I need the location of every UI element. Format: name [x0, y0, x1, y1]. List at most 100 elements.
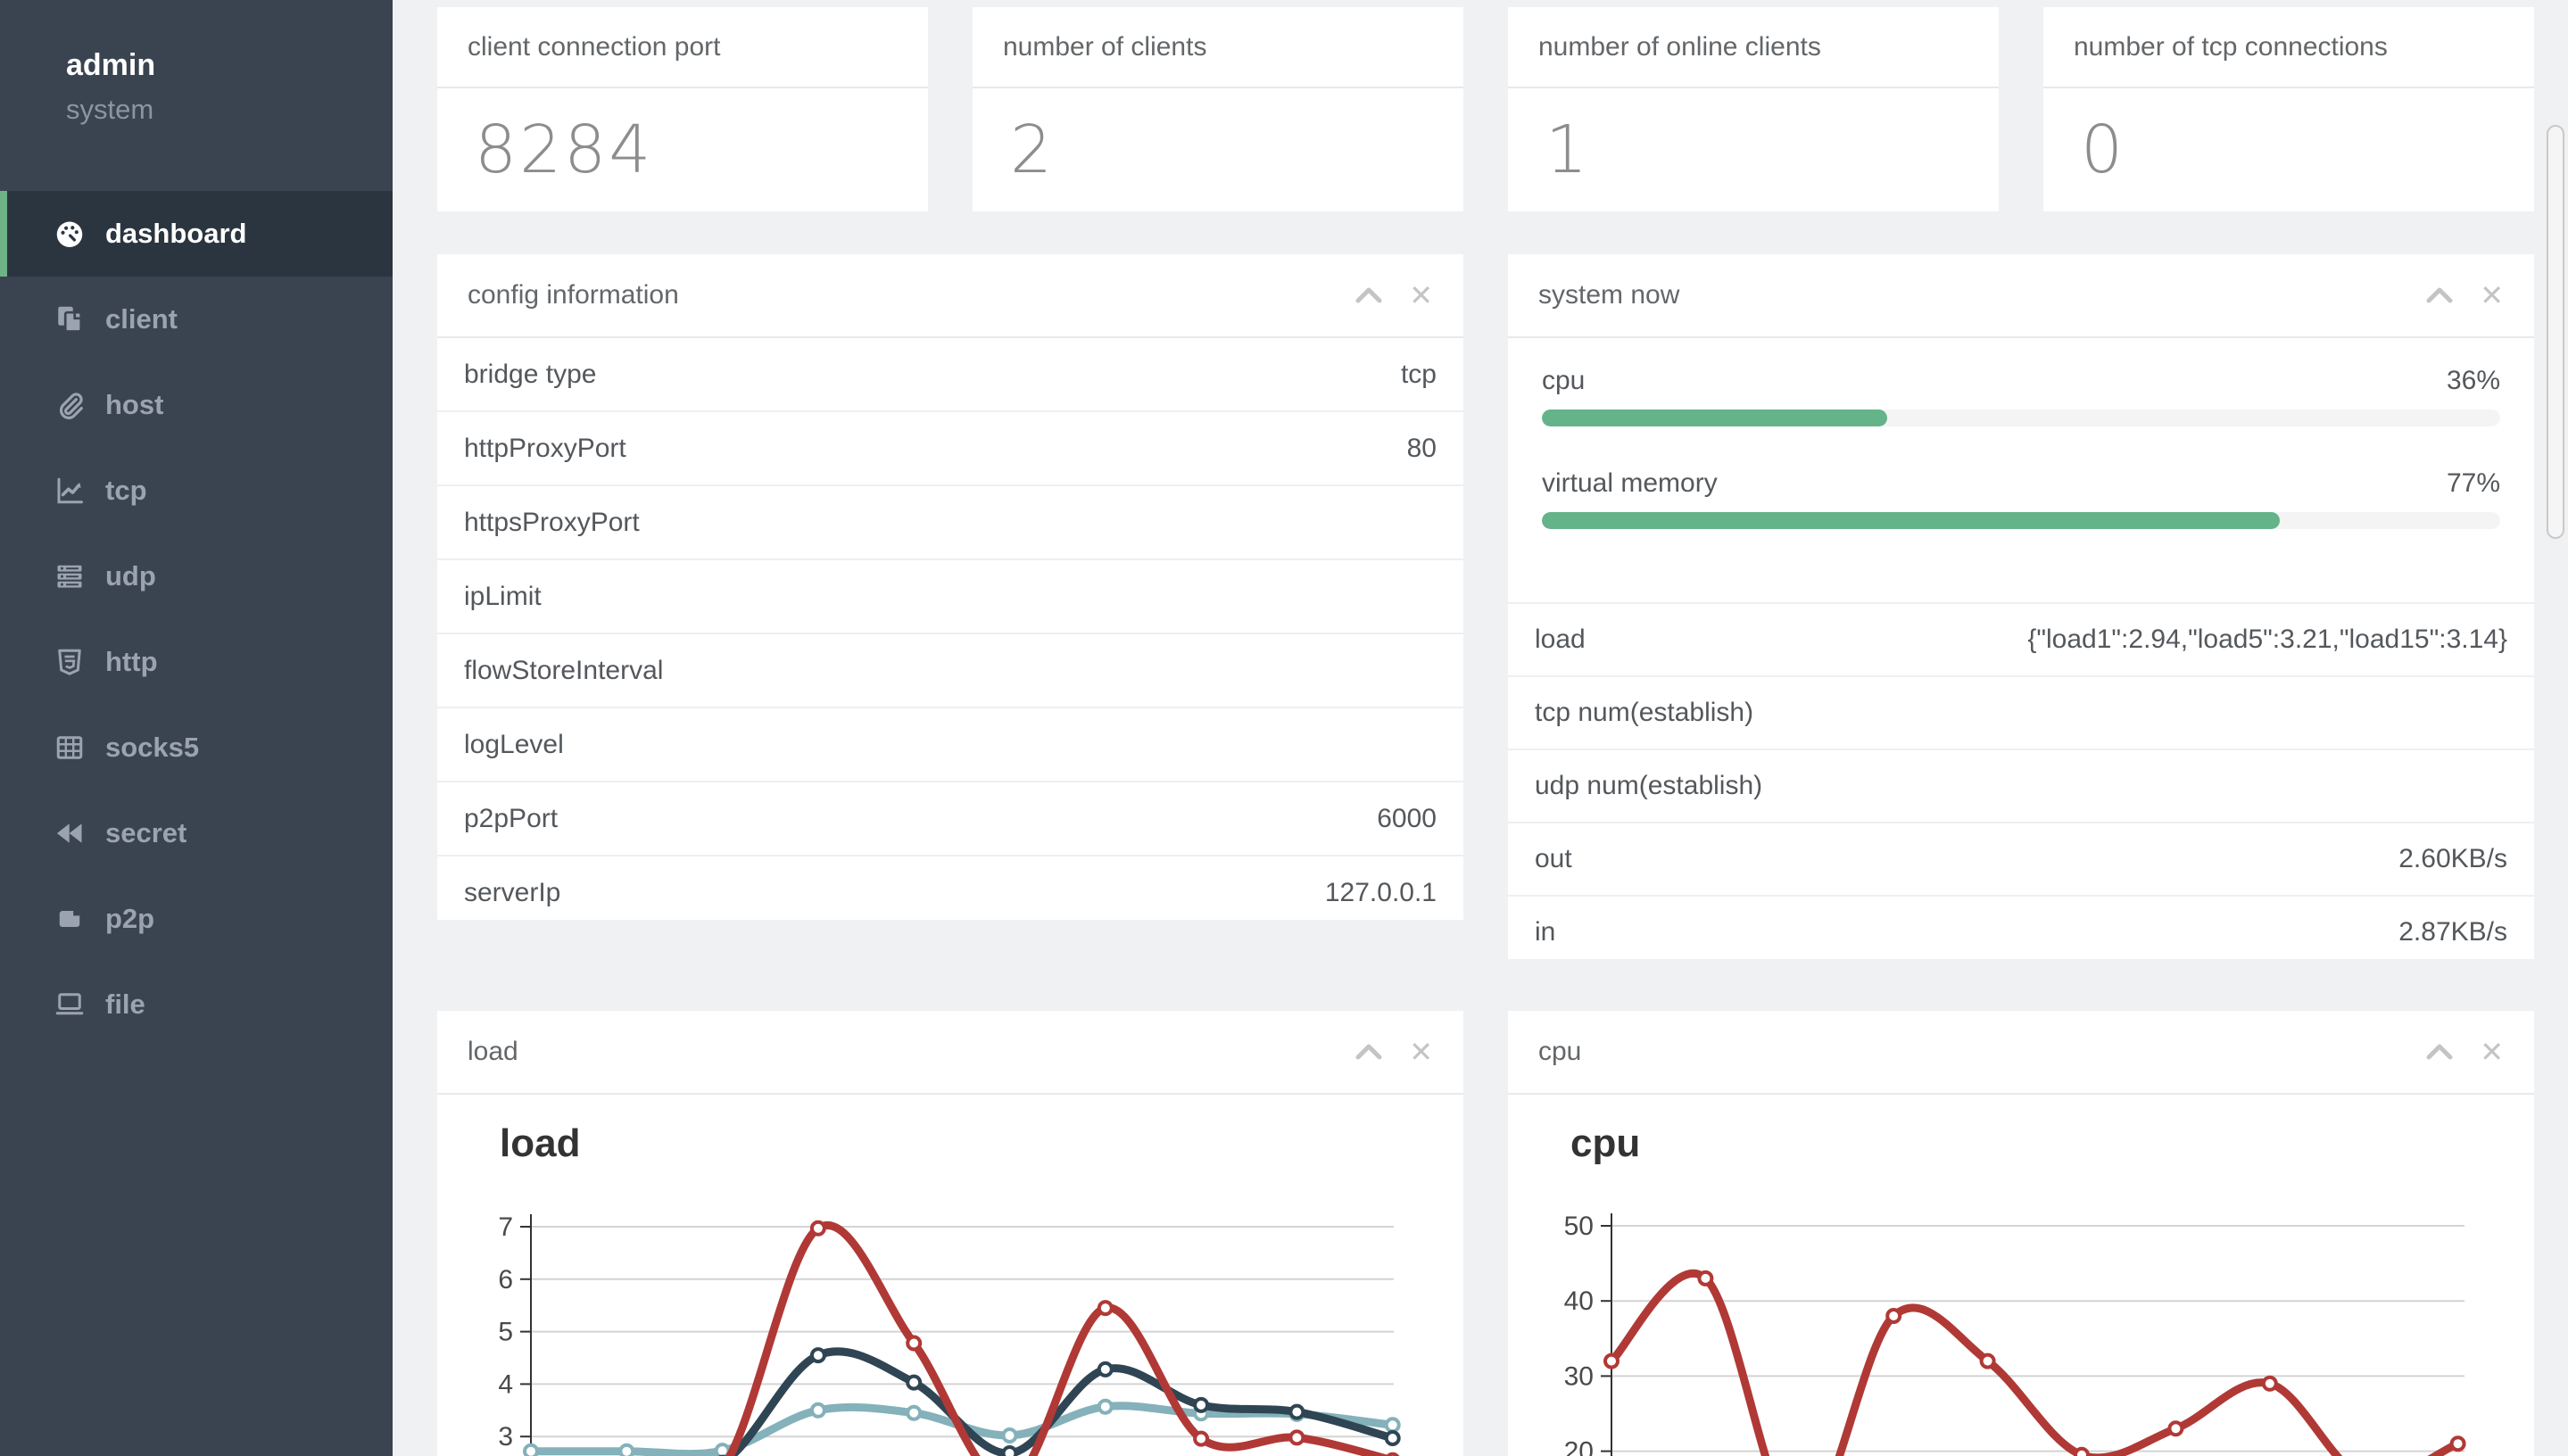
svg-text:30: 30 [1564, 1361, 1594, 1391]
svg-text:7: 7 [498, 1212, 513, 1242]
collapse-icon[interactable] [1355, 287, 1382, 303]
stat-card-header: number of online clients [1508, 7, 1999, 88]
sidebar-item-host[interactable]: host [0, 362, 393, 448]
system-card-header: system now ✕ [1508, 254, 2534, 338]
config-row: httpProxyPort 80 [437, 410, 1463, 484]
collapse-icon[interactable] [2426, 1044, 2453, 1060]
stat-card-title: number of clients [1003, 31, 1207, 62]
row-label: ipLimit [464, 581, 542, 611]
config-card: config information ✕ bridge type tcp httpP… [437, 254, 1463, 920]
sidebar-item-label: host [105, 389, 164, 420]
row-label: out [1535, 844, 1572, 873]
svg-text:6: 6 [498, 1265, 513, 1295]
gauge-percent: 36% [2446, 366, 2500, 395]
system-row: in 2.87KB/s [1508, 895, 2534, 968]
row-value: 80 [1406, 433, 1437, 463]
row-label: httpProxyPort [464, 433, 626, 463]
gauge-label: cpu [1542, 366, 1586, 395]
progress-bar-track [1542, 410, 2500, 426]
sidebar-item-label: secret [105, 817, 187, 848]
scrollbar-thumb[interactable] [2547, 125, 2564, 539]
gauge-percent: 77% [2446, 468, 2500, 498]
cpu-line-chart: 50 40 30 20 [1564, 1212, 2466, 1456]
progress-bar-fill [1542, 410, 1887, 426]
sidebar-item-secret[interactable]: secret [0, 790, 393, 876]
sidebar-item-label: http [105, 646, 158, 677]
system-now-card: system now ✕ cpu 36% virtual memory 77% loa… [1508, 254, 2534, 959]
user-profile: admin system [0, 0, 393, 126]
collapse-icon[interactable] [1355, 1044, 1382, 1060]
row-label: serverIp [464, 877, 561, 907]
stat-card-body: 8284 [437, 88, 928, 211]
sidebar-item-http[interactable]: http [0, 619, 393, 705]
stat-card: number of tcp connections 0 [2043, 7, 2534, 211]
row-label: load [1535, 625, 1586, 654]
sidebar-item-p2p[interactable]: p2p [0, 876, 393, 962]
gauge-label-row: virtual memory 77% [1542, 467, 2500, 500]
stat-card-body: 0 [2043, 88, 2534, 211]
udp-icon [54, 560, 86, 592]
sidebar-item-socks5[interactable]: socks5 [0, 705, 393, 790]
row-label: udp num(establish) [1535, 771, 1763, 800]
svg-text:5: 5 [498, 1318, 513, 1347]
config-rows: bridge type tcp httpProxyPort 80 httpsProxyP… [437, 338, 1463, 929]
close-icon[interactable]: ✕ [2480, 279, 2504, 311]
user-role: system [66, 94, 154, 125]
stat-card: client connection port 8284 [437, 7, 928, 211]
config-row: p2pPort 6000 [437, 781, 1463, 855]
stat-card-value: 2 [1010, 112, 1056, 188]
close-icon[interactable]: ✕ [1409, 1036, 1433, 1068]
sidebar-item-label: dashboard [105, 218, 247, 249]
load-line-chart: 7 6 5 4 3 [498, 1212, 1401, 1456]
load-card-controls: ✕ [1355, 1038, 1433, 1066]
config-row: ipLimit [437, 558, 1463, 633]
svg-text:20: 20 [1564, 1437, 1594, 1456]
sidebar: admin system dashboard client host tcp udp ht… [0, 0, 393, 1456]
stat-card-value: 8284 [475, 112, 654, 188]
p2p-icon [54, 903, 86, 935]
row-label: tcp num(establish) [1535, 698, 1754, 727]
load-chart-title: load [500, 1121, 581, 1165]
secret-icon [54, 817, 86, 849]
stat-card-body: 2 [973, 88, 1463, 211]
row-label: p2pPort [464, 803, 559, 833]
host-icon [54, 389, 86, 421]
sidebar-item-label: udp [105, 560, 156, 592]
collapse-icon[interactable] [2426, 287, 2453, 303]
sidebar-menu: dashboard client host tcp udp http socks5 secre… [0, 191, 393, 1047]
row-label: in [1535, 917, 1556, 947]
system-row: out 2.60KB/s [1508, 822, 2534, 895]
stat-card-title: number of tcp connections [2074, 31, 2388, 62]
stat-card-value: 1 [1545, 112, 1591, 188]
close-icon[interactable]: ✕ [1409, 279, 1433, 311]
sidebar-item-label: tcp [105, 475, 147, 506]
cpu-card-header: cpu ✕ [1508, 1011, 2534, 1095]
sidebar-item-dashboard[interactable]: dashboard [0, 191, 393, 277]
stat-card-value: 0 [2081, 112, 2126, 188]
file-icon [54, 989, 86, 1021]
sidebar-item-tcp[interactable]: tcp [0, 448, 393, 534]
sidebar-item-label: socks5 [105, 732, 200, 763]
sidebar-item-file[interactable]: file [0, 962, 393, 1047]
cpu-chart-card: cpu ✕ cpu 50 40 30 20 [1508, 1011, 2534, 1456]
config-row: serverIp 127.0.0.1 [437, 855, 1463, 929]
svg-text:50: 50 [1564, 1212, 1594, 1241]
row-label: bridge type [464, 359, 597, 389]
load-card-header: load ✕ [437, 1011, 1463, 1095]
gauge-label-row: cpu 36% [1542, 365, 2500, 397]
cpu-card-controls: ✕ [2426, 1038, 2504, 1066]
dashboard-icon [54, 218, 86, 250]
config-row: flowStoreInterval [437, 633, 1463, 707]
sidebar-item-label: client [105, 303, 178, 335]
row-label: flowStoreInterval [464, 655, 664, 685]
close-icon[interactable]: ✕ [2480, 1036, 2504, 1068]
row-value: 2.87KB/s [2398, 917, 2507, 947]
system-row: tcp num(establish) [1508, 675, 2534, 749]
sidebar-item-label: file [105, 989, 145, 1020]
sidebar-item-udp[interactable]: udp [0, 534, 393, 619]
gauge-label: virtual memory [1542, 468, 1718, 498]
sidebar-item-client[interactable]: client [0, 277, 393, 362]
stat-card-header: number of clients [973, 7, 1463, 88]
progress-bar-track [1542, 512, 2500, 529]
gauge-cpu: cpu 36% [1542, 365, 2500, 426]
